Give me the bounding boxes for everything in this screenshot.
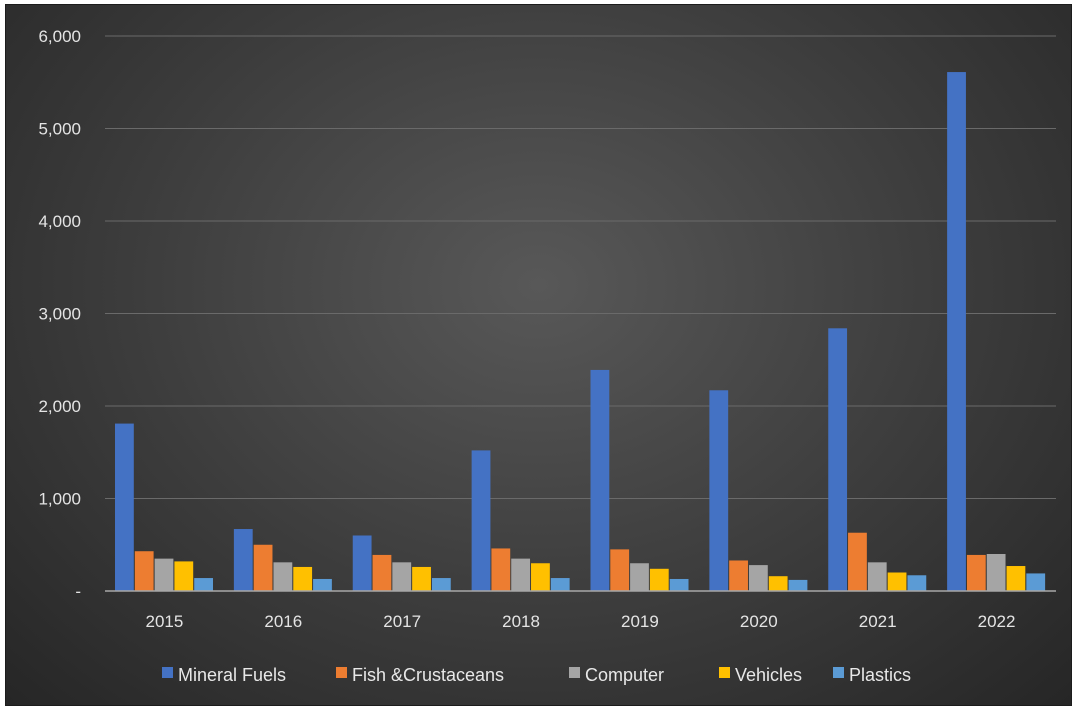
bar xyxy=(511,558,531,591)
bar xyxy=(293,566,313,591)
legend-swatch xyxy=(162,667,173,678)
bar xyxy=(848,532,867,591)
legend-entry[interactable]: Computer xyxy=(585,665,664,685)
bar xyxy=(372,554,392,591)
bar xyxy=(669,578,689,591)
x-tick-label: 2018 xyxy=(502,612,540,631)
legend-swatch xyxy=(833,667,844,678)
x-tick-label: 2022 xyxy=(978,612,1016,631)
x-tick-label: 2021 xyxy=(859,612,897,631)
legend-entry[interactable]: Fish &Crustaceans xyxy=(352,665,504,685)
bar xyxy=(550,578,570,591)
bar xyxy=(986,554,1006,591)
bar xyxy=(907,575,927,591)
y-tick-label: 5,000 xyxy=(38,120,81,139)
bar xyxy=(471,450,491,591)
bar xyxy=(233,529,253,591)
x-tick-label: 2020 xyxy=(740,612,778,631)
bar xyxy=(788,579,808,591)
bar xyxy=(649,568,669,591)
legend-entry[interactable]: Mineral Fuels xyxy=(178,665,286,685)
y-tick-label: 1,000 xyxy=(38,490,81,509)
bar xyxy=(531,563,550,591)
y-tick-label: - xyxy=(75,582,81,601)
legend-entry[interactable]: Vehicles xyxy=(735,665,802,685)
bar xyxy=(947,72,966,591)
bar xyxy=(828,328,848,591)
bar xyxy=(352,535,372,591)
bar xyxy=(313,578,332,591)
legend-entry[interactable]: Plastics xyxy=(849,665,911,685)
x-tick-label: 2015 xyxy=(146,612,184,631)
bar xyxy=(729,560,748,591)
bar xyxy=(194,578,213,591)
bar xyxy=(887,572,907,591)
legend-swatch xyxy=(719,667,730,678)
y-tick-label: 6,000 xyxy=(38,27,81,46)
bars xyxy=(115,72,1046,591)
bar xyxy=(392,562,412,591)
bar xyxy=(590,369,610,591)
x-tick-label: 2016 xyxy=(264,612,302,631)
bar xyxy=(174,561,194,591)
bar xyxy=(610,549,630,591)
bar xyxy=(1026,573,1046,591)
bar xyxy=(1006,566,1026,591)
bar xyxy=(768,576,788,591)
bar xyxy=(115,423,134,591)
bar xyxy=(154,558,174,591)
bar xyxy=(412,566,431,591)
bar xyxy=(709,390,729,591)
bar xyxy=(431,578,451,591)
x-tick-label: 2019 xyxy=(621,612,659,631)
gridlines xyxy=(105,35,1056,499)
bar xyxy=(491,548,511,591)
bar xyxy=(748,565,768,591)
bar xyxy=(966,554,986,591)
y-tick-label: 4,000 xyxy=(38,212,81,231)
y-tick-label: 2,000 xyxy=(38,397,81,416)
bar xyxy=(273,562,293,591)
legend-swatch xyxy=(336,667,347,678)
bar xyxy=(630,563,649,591)
bar xyxy=(134,551,154,591)
x-tick-label: 2017 xyxy=(383,612,421,631)
legend-swatch xyxy=(569,667,580,678)
bar xyxy=(253,544,273,591)
bar xyxy=(867,562,887,591)
x-axis-ticks: 2015 2016 2017 2018 2019 2020 2021 2022 xyxy=(146,612,1016,631)
y-tick-label: 3,000 xyxy=(38,305,81,324)
legend[interactable]: Mineral Fuels Fish &Crustaceans Computer Ve… xyxy=(162,665,911,685)
y-axis-ticks: - 1,000 2,000 3,000 4,000 5,000 6,000 xyxy=(38,27,81,601)
